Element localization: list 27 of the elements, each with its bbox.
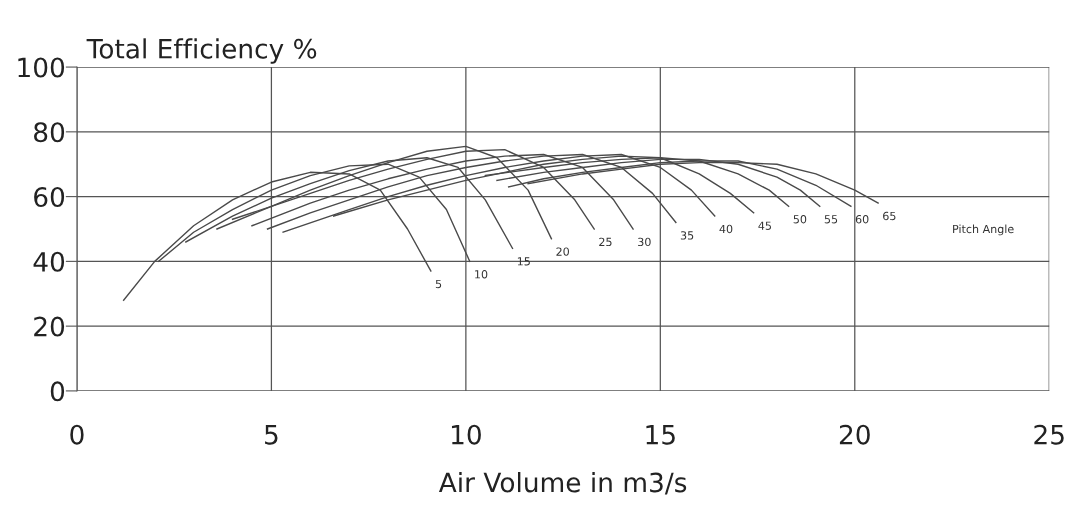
y-tick-label: 80 <box>34 122 65 143</box>
series-label: 50 <box>793 215 807 224</box>
series-label: 45 <box>758 221 771 230</box>
y-tick-label: 20 <box>34 316 65 337</box>
y-tick-label: 0 <box>50 381 65 402</box>
series-label: 65 <box>883 211 896 221</box>
x-axis-title: Air Volume in m3/s <box>438 472 687 495</box>
series-label: 20 <box>556 247 569 256</box>
y-tick-label: 100 <box>18 57 65 78</box>
series-label: 5 <box>435 279 442 289</box>
series-label: 35 <box>680 231 694 240</box>
annotation: Pitch Angle <box>953 224 1014 236</box>
series-label: 55 <box>824 215 838 224</box>
series-label: 40 <box>719 224 733 234</box>
x-tick-label: 10 <box>451 424 481 445</box>
series-label: 30 <box>638 237 651 247</box>
x-tick-label: 0 <box>70 424 84 445</box>
x-tick-label: 25 <box>1034 424 1064 445</box>
x-tick-label: 20 <box>839 424 870 445</box>
y-tick-label: 60 <box>34 187 65 208</box>
series-label: 25 <box>599 237 612 247</box>
y-axis-title: Total Efficiency % <box>86 38 317 64</box>
x-tick-label: 15 <box>646 425 675 445</box>
series-label: 60 <box>855 215 869 224</box>
x-tick-label: 5 <box>265 425 278 445</box>
y-tick-label: 40 <box>33 251 65 272</box>
series-label: 10 <box>475 270 488 279</box>
